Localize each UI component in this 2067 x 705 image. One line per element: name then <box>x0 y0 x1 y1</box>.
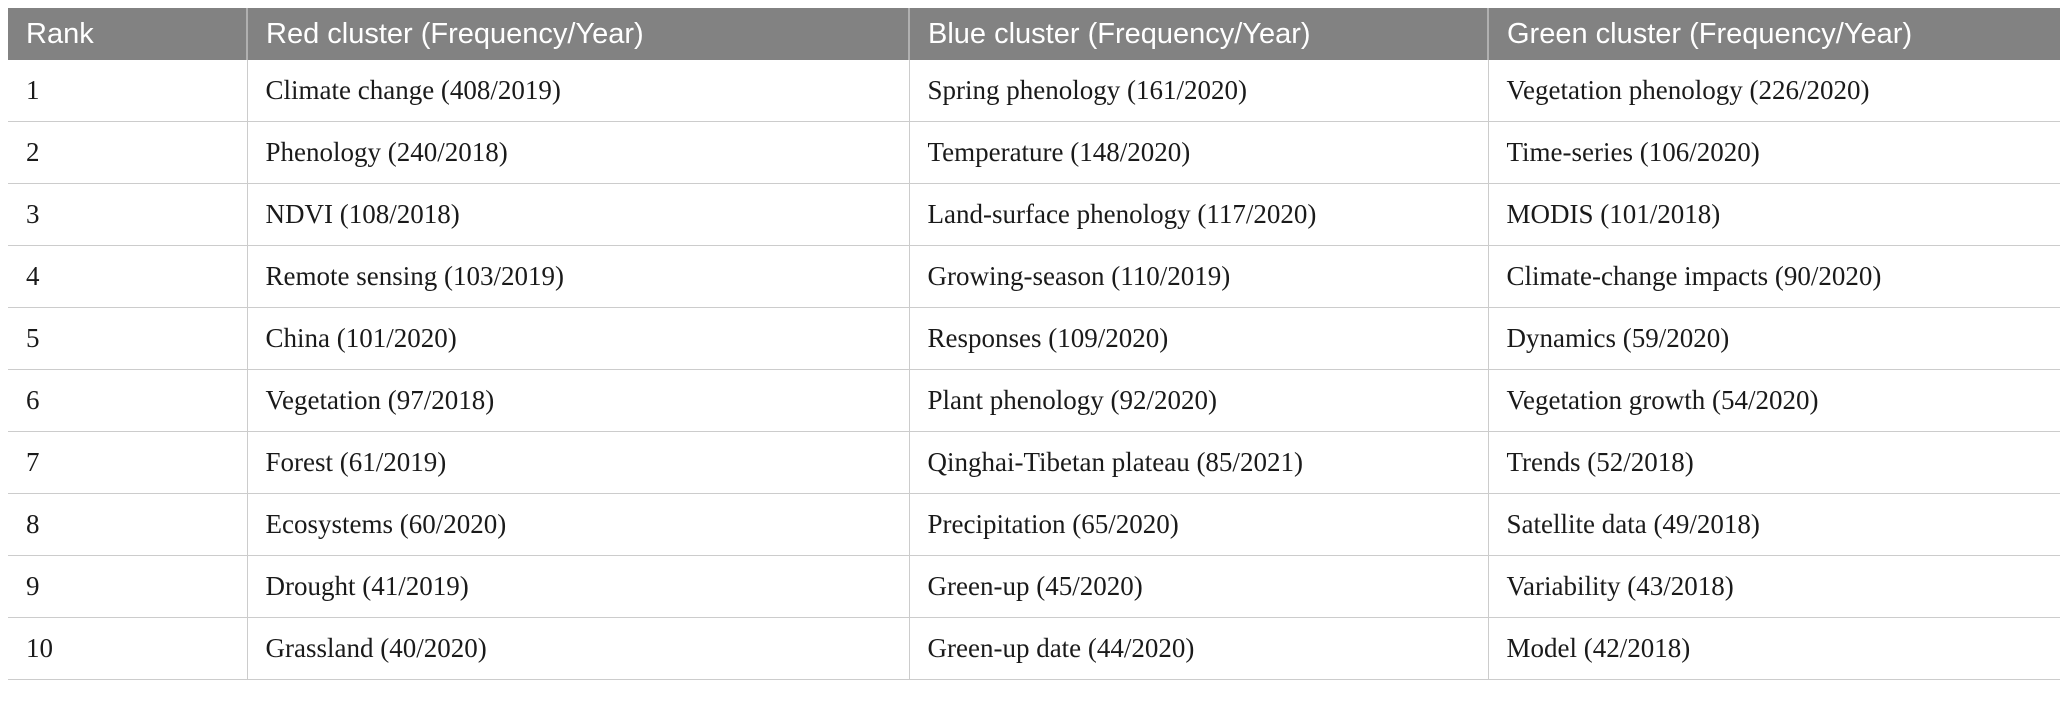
keyword-cell: Green-up (45/2020) <box>909 555 1489 618</box>
table-row: 6 Vegetation (97/2018) Plant phenology (… <box>8 369 2060 432</box>
keyword-cell: Responses (109/2020) <box>909 307 1489 370</box>
column-header-green-cluster: Green cluster (Frequency/Year) <box>1488 8 2060 60</box>
keyword-cell: Remote sensing (103/2019) <box>247 245 910 308</box>
keyword-cell: Qinghai-Tibetan plateau (85/2021) <box>909 431 1489 494</box>
keyword-cell: Temperature (148/2020) <box>909 121 1489 184</box>
rank-cell: 6 <box>8 369 248 432</box>
keyword-cell: Climate-change impacts (90/2020) <box>1488 245 2060 308</box>
keyword-cell: Spring phenology (161/2020) <box>909 60 1489 122</box>
table-row: 8 Ecosystems (60/2020) Precipitation (65… <box>8 493 2060 556</box>
rank-cell: 5 <box>8 307 248 370</box>
column-header-blue-cluster: Blue cluster (Frequency/Year) <box>909 8 1489 60</box>
rank-cell: 4 <box>8 245 248 308</box>
keyword-cell: Vegetation (97/2018) <box>247 369 910 432</box>
keyword-cell: Ecosystems (60/2020) <box>247 493 910 556</box>
keyword-cell: Variability (43/2018) <box>1488 555 2060 618</box>
table-row: 3 NDVI (108/2018) Land-surface phenology… <box>8 183 2060 246</box>
column-header-red-cluster: Red cluster (Frequency/Year) <box>247 8 910 60</box>
table-body: 1 Climate change (408/2019) Spring pheno… <box>8 60 2060 680</box>
column-header-rank: Rank <box>8 8 248 60</box>
keyword-cell: Model (42/2018) <box>1488 617 2060 680</box>
keyword-cell: MODIS (101/2018) <box>1488 183 2060 246</box>
keyword-cell: NDVI (108/2018) <box>247 183 910 246</box>
table-row: 10 Grassland (40/2020) Green-up date (44… <box>8 617 2060 680</box>
keyword-cell: Land-surface phenology (117/2020) <box>909 183 1489 246</box>
keyword-cell: Drought (41/2019) <box>247 555 910 618</box>
rank-cell: 9 <box>8 555 248 618</box>
keyword-cell: Vegetation phenology (226/2020) <box>1488 60 2060 122</box>
table-header: Rank Red cluster (Frequency/Year) Blue c… <box>8 8 2060 60</box>
keyword-cell: China (101/2020) <box>247 307 910 370</box>
keyword-cell: Plant phenology (92/2020) <box>909 369 1489 432</box>
rank-cell: 7 <box>8 431 248 494</box>
keyword-cell: Climate change (408/2019) <box>247 60 910 122</box>
table-row: 9 Drought (41/2019) Green-up (45/2020) V… <box>8 555 2060 618</box>
table-row: 2 Phenology (240/2018) Temperature (148/… <box>8 121 2060 184</box>
keyword-cell: Dynamics (59/2020) <box>1488 307 2060 370</box>
table-row: 1 Climate change (408/2019) Spring pheno… <box>8 60 2060 122</box>
rank-cell: 10 <box>8 617 248 680</box>
keyword-ranking-table: Rank Red cluster (Frequency/Year) Blue c… <box>8 8 2060 680</box>
keyword-cell: Phenology (240/2018) <box>247 121 910 184</box>
keyword-cell: Time-series (106/2020) <box>1488 121 2060 184</box>
keyword-cell: Forest (61/2019) <box>247 431 910 494</box>
header-row: Rank Red cluster (Frequency/Year) Blue c… <box>8 8 2060 60</box>
keyword-cell: Grassland (40/2020) <box>247 617 910 680</box>
table-row: 4 Remote sensing (103/2019) Growing-seas… <box>8 245 2060 308</box>
keyword-cell: Satellite data (49/2018) <box>1488 493 2060 556</box>
keyword-cell: Green-up date (44/2020) <box>909 617 1489 680</box>
keyword-cell: Growing-season (110/2019) <box>909 245 1489 308</box>
table-row: 5 China (101/2020) Responses (109/2020) … <box>8 307 2060 370</box>
keyword-cell: Vegetation growth (54/2020) <box>1488 369 2060 432</box>
keyword-cell: Trends (52/2018) <box>1488 431 2060 494</box>
table-row: 7 Forest (61/2019) Qinghai-Tibetan plate… <box>8 431 2060 494</box>
rank-cell: 8 <box>8 493 248 556</box>
rank-cell: 2 <box>8 121 248 184</box>
rank-cell: 3 <box>8 183 248 246</box>
keyword-cell: Precipitation (65/2020) <box>909 493 1489 556</box>
rank-cell: 1 <box>8 60 248 122</box>
